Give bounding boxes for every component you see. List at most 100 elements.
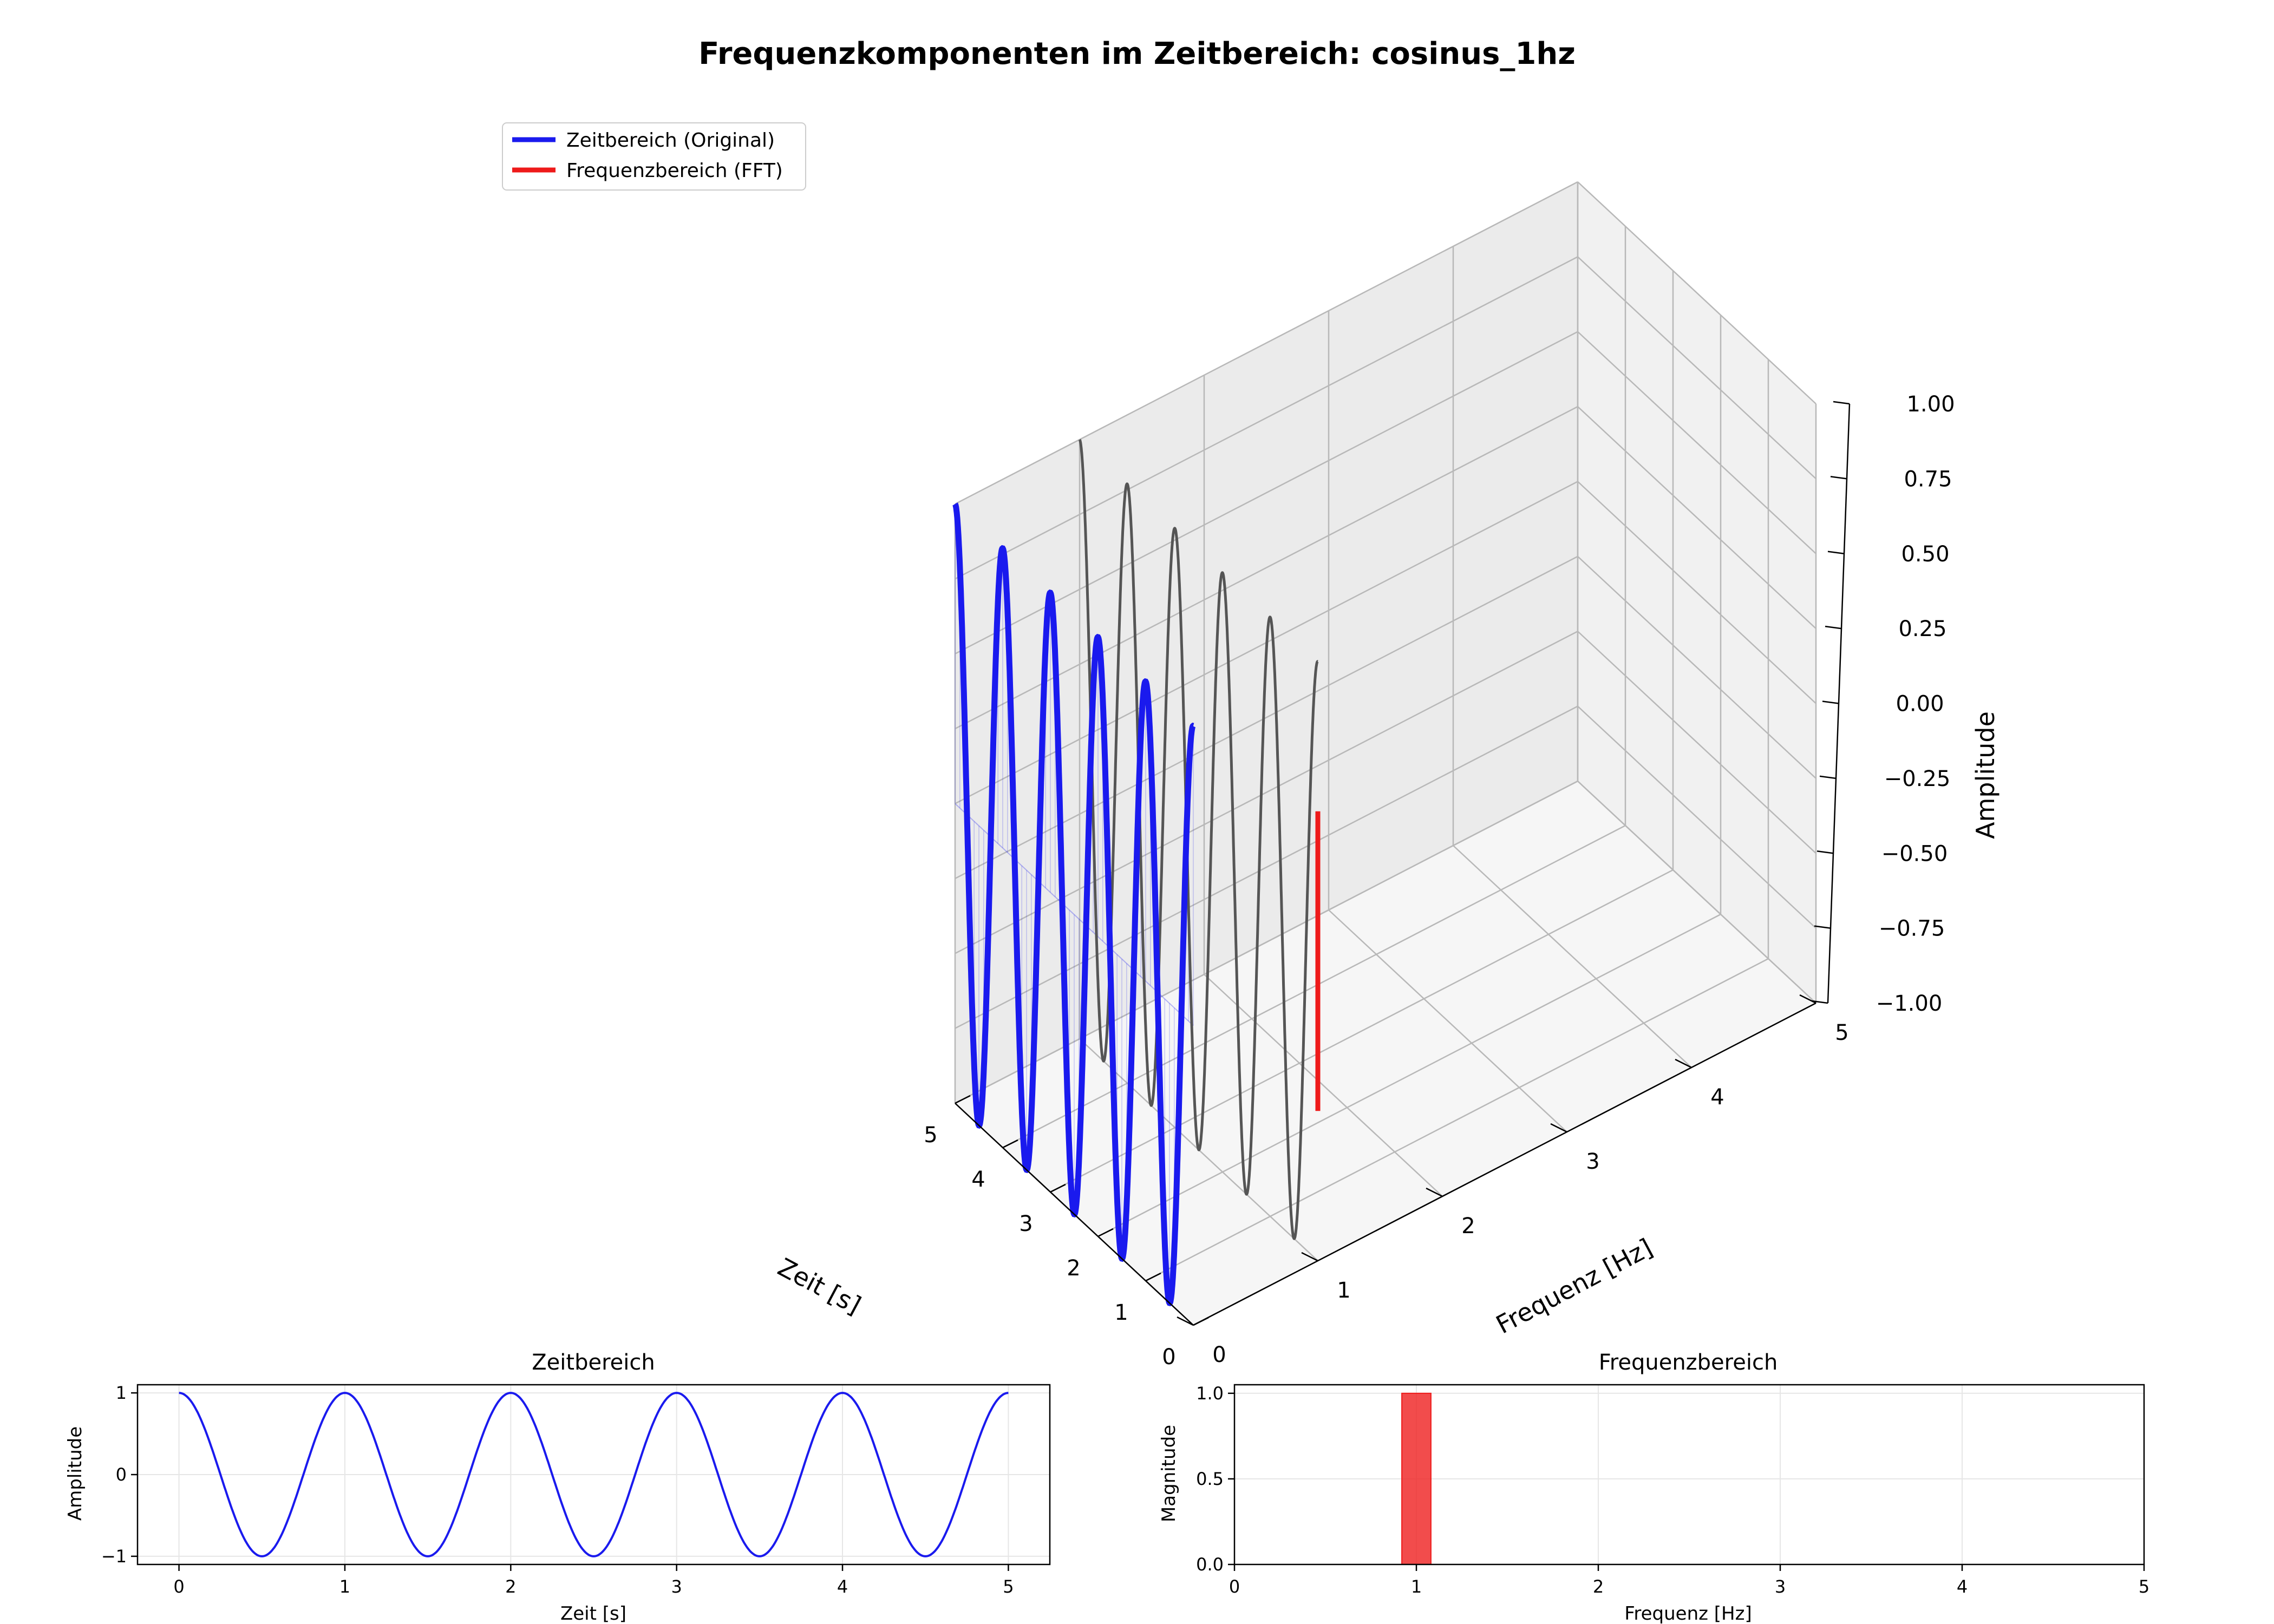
- grid-line-wall-z: [955, 631, 1578, 954]
- x-tick: [1193, 1317, 1209, 1326]
- freq-y-tick-label: 0.0: [1196, 1554, 1224, 1575]
- grid-line-wall-z: [955, 256, 1578, 580]
- legend-label-time: Zeitbereich (Original): [566, 129, 775, 152]
- x-tick: [1050, 1183, 1066, 1193]
- grid-line-wall-z: [1577, 256, 1816, 480]
- z-tick: [1825, 625, 1842, 630]
- time-domain-curve: [179, 1392, 1009, 1557]
- x-tick-label: 5: [924, 1123, 937, 1148]
- freq-y-tick-label: 1.0: [1196, 1383, 1224, 1404]
- legend-frame: [502, 122, 806, 191]
- freq-chart-ylabel: Magnitude: [1158, 1425, 1180, 1522]
- freq-y-tick-label: 0.5: [1196, 1469, 1224, 1489]
- y-tick-label: 3: [1586, 1149, 1599, 1174]
- y-tick: [1550, 1123, 1567, 1133]
- x-tick-label: 0: [1162, 1345, 1175, 1370]
- fft-magnitude-bar: [1401, 1392, 1432, 1566]
- grid-line-floor-x: [1050, 869, 1674, 1193]
- z-tick-label: −1.00: [1876, 991, 1943, 1016]
- z-tick: [1822, 700, 1839, 704]
- grid-line-wall-z: [955, 181, 1578, 505]
- z-tick-label: −0.25: [1884, 767, 1951, 791]
- grid-line-floor-y: [1328, 909, 1567, 1132]
- z-tick: [1811, 1000, 1828, 1004]
- time-y-tick-label: 1: [116, 1383, 127, 1403]
- z-tick-label: 0.75: [1904, 467, 1952, 492]
- z-tick-label: 1.00: [1906, 392, 1955, 417]
- grid-line-floor-x: [1097, 913, 1721, 1237]
- grid-line-wall-z: [1577, 631, 1816, 854]
- time-x-tick-label: 4: [837, 1576, 848, 1597]
- y-tick-label: 4: [1710, 1085, 1724, 1110]
- x-tick-label: 2: [1067, 1256, 1080, 1281]
- grid-line-wall-z: [1577, 781, 1816, 1004]
- projected-curve: [1078, 438, 1319, 1240]
- freq-x-tick-label: 0: [1229, 1576, 1240, 1597]
- z-tick-label: −0.75: [1879, 916, 1945, 941]
- grid-line-wall-z: [1577, 406, 1816, 630]
- z-tick: [1827, 551, 1845, 554]
- z-tick: [1819, 775, 1837, 780]
- zero-baseline: [955, 803, 1194, 1026]
- time-x-tick-label: 1: [339, 1576, 350, 1597]
- freq-chart-xlabel: Frequenz [Hz]: [1624, 1603, 1752, 1624]
- y-tick: [1426, 1187, 1443, 1197]
- time-chart-ylabel: Amplitude: [64, 1426, 86, 1521]
- x-tick-label: 1: [1114, 1300, 1128, 1325]
- time-y-tick-label: −1: [101, 1546, 127, 1567]
- time-y-tick-label: 0: [116, 1464, 127, 1485]
- freq-frame: [1233, 1384, 2145, 1566]
- legend: Zeitbereich (Original) Frequenzbereich (…: [502, 122, 806, 191]
- x-tick: [1002, 1139, 1018, 1149]
- freq-x-tick-label: 2: [1593, 1576, 1604, 1597]
- x-tick: [1145, 1272, 1161, 1282]
- grid-line-wall-z: [955, 705, 1578, 1029]
- time-x-tick-label: 2: [505, 1576, 516, 1597]
- y-tick: [1301, 1252, 1318, 1262]
- y-tick: [1675, 1058, 1692, 1069]
- x-tick-label: 4: [971, 1167, 985, 1192]
- y-tick: [1177, 1316, 1194, 1326]
- freq-x-tick-label: 3: [1775, 1576, 1786, 1597]
- grid-line-wall-z: [1577, 705, 1816, 929]
- z-tick-label: 0.00: [1896, 692, 1944, 717]
- freq-chart-title: Frequenzbereich: [1599, 1350, 1778, 1375]
- grid-line-floor-x: [1145, 958, 1769, 1282]
- y-tick-label: 2: [1461, 1214, 1475, 1239]
- z-tick: [1833, 401, 1850, 405]
- grid-line-wall-z: [955, 331, 1578, 654]
- x-tick: [955, 1095, 971, 1104]
- x-axis-line: [955, 1103, 1194, 1326]
- time-x-tick-label: 3: [671, 1576, 682, 1597]
- time-chart-xlabel: Zeit [s]: [560, 1603, 626, 1624]
- legend-label-fft: Frequenzbereich (FFT): [566, 160, 783, 182]
- grid-line-floor-y: [1204, 974, 1443, 1197]
- z-tick: [1814, 925, 1831, 929]
- z-tick-label: 0.25: [1898, 617, 1946, 641]
- time-x-tick-label: 0: [173, 1576, 184, 1597]
- main-3d-chart: 0 1 2 3 4 5 0 1 2 3 4 5 −1.00 −0.75 −0.50 −0.25 0.00 0.25…: [773, 181, 2000, 1370]
- grid-line-wall-z: [1577, 331, 1816, 554]
- floor-pane: [955, 781, 1816, 1325]
- grid-line-wall-z: [1577, 481, 1816, 704]
- time-domain-chart: Zeitbereich Zeit [s] Amplitude 0 1 2 3 4 5 −1 0…: [64, 1350, 1051, 1624]
- grid-line-floor-x: [1002, 824, 1626, 1149]
- grid-line-wall-z: [955, 780, 1578, 1104]
- x-tick: [1097, 1228, 1114, 1237]
- time-chart-title: Zeitbereich: [532, 1350, 655, 1375]
- freq-x-tick-label: 5: [2139, 1576, 2149, 1597]
- y-tick-label: 1: [1337, 1278, 1350, 1303]
- time-x-tick-label: 5: [1003, 1576, 1014, 1597]
- freq-x-tick-label: 4: [1957, 1576, 1968, 1597]
- x-axis-label: Zeit [s]: [773, 1252, 866, 1320]
- z-tick-label: 0.50: [1901, 542, 1949, 567]
- z-tick: [1816, 850, 1834, 854]
- y-tick-label: 0: [1212, 1343, 1226, 1367]
- grid-line-floor-y: [1453, 845, 1692, 1068]
- z-tick: [1830, 476, 1847, 480]
- y-tick-label: 5: [1835, 1020, 1848, 1045]
- z-axis-label: Amplitude: [1971, 711, 2000, 839]
- frequency-domain-chart: Frequenzbereich Frequenz [Hz] Magnitude …: [1158, 1350, 2149, 1624]
- y-axis-line: [1193, 1002, 1816, 1326]
